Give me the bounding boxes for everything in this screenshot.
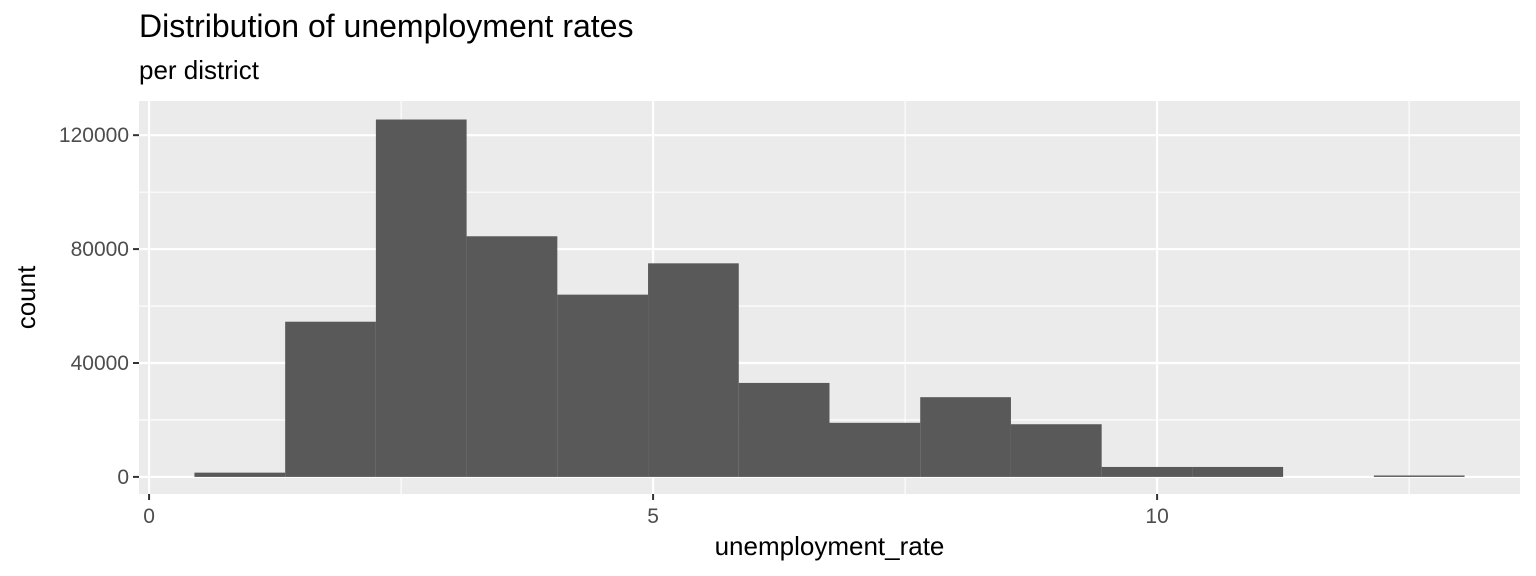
histogram-bar [1373, 475, 1465, 477]
y-tick-label: 40000 [71, 352, 129, 375]
histogram-bar [920, 397, 1011, 477]
histogram-bar [557, 294, 649, 477]
histogram-bar [194, 472, 286, 477]
histogram-bar [648, 263, 739, 477]
x-tick-label: 0 [143, 505, 155, 528]
y-axis: 0 40000 80000 120000 [59, 124, 139, 489]
histogram-bar [1101, 466, 1193, 477]
x-axis: 0 5 10 [143, 494, 1169, 528]
histogram-bar [285, 321, 376, 477]
histogram-bar [1010, 424, 1102, 477]
x-tick-label: 5 [647, 505, 659, 528]
histogram-bar [738, 382, 830, 477]
histogram-bars [194, 119, 1465, 477]
histogram-bar [1192, 466, 1284, 477]
y-axis-title: count [11, 265, 41, 329]
x-tick-label: 10 [1145, 505, 1168, 528]
y-tick-label: 0 [117, 466, 129, 489]
chart-subtitle: per district [139, 55, 259, 85]
y-tick-label: 120000 [59, 124, 129, 147]
histogram-bar [466, 236, 558, 477]
chart-title: Distribution of unemployment rates [139, 8, 634, 44]
x-axis-title: unemployment_rate [715, 531, 945, 561]
histogram-bar [375, 119, 467, 477]
histogram-bar [829, 422, 921, 477]
y-tick-label: 80000 [71, 238, 129, 261]
